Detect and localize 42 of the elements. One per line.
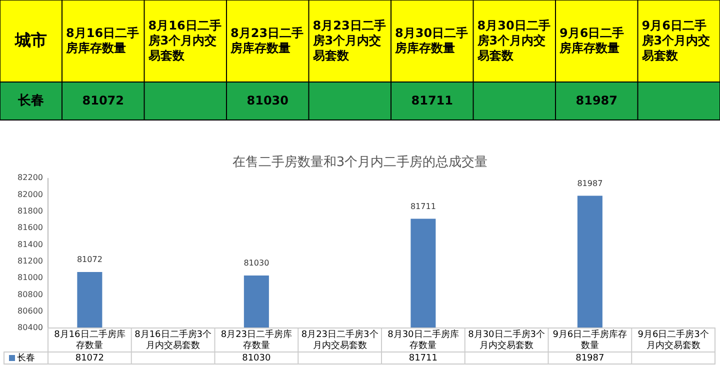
x-tick-label: 8月23日二手房3个月内交易套数 [301, 328, 378, 351]
text: 81072 [76, 255, 102, 264]
data-label: 81711 [411, 93, 453, 108]
x-tick-label: 9月6日二手房库存数量 [552, 328, 628, 351]
chart-title: 在售二手房数量和3个月内二手房的总成交量 [232, 154, 488, 170]
category-label: 8月23日二手房库存数量 [230, 26, 304, 55]
data-label: 81030 [246, 93, 288, 108]
category-label: 9月6日二手房库存数量 [560, 26, 624, 55]
category-label: 8月30日二手房库存数量 [395, 26, 468, 55]
category-label: 9月6日二手房3个月内交易套数 [642, 18, 710, 62]
text: 81711 [410, 202, 436, 211]
y-tick-label: 81400 [18, 240, 43, 249]
x-tick-label: 8月16日二手房3个月内交易套数 [134, 328, 212, 351]
y-tick-label: 81800 [18, 206, 43, 216]
y-tick-label: 80800 [18, 290, 43, 299]
legend-label: 长春 [17, 352, 35, 364]
y-tick-label: 81000 [18, 273, 43, 282]
x-tick-label: 8月30日二手房库存数量 [388, 328, 459, 351]
text: 81030 [242, 353, 271, 364]
category-label: 8月30日二手房3个月内交易套数 [477, 18, 550, 62]
text: 长春 [18, 94, 44, 109]
category-label: 8月16日二手房3个月内交易套数 [148, 18, 222, 62]
y-tick-label: 82000 [18, 190, 43, 199]
x-tick-label: 9月6日二手房3个月内交易套数 [638, 328, 709, 351]
category-label: 8月16日二手房库存数量 [66, 26, 140, 55]
text: 81987 [576, 353, 604, 364]
text: 81030 [244, 258, 270, 268]
text: 81711 [408, 353, 438, 364]
x-tick-label: 8月23日二手房库存数量 [220, 328, 292, 351]
text: 城市 [14, 30, 47, 50]
text: 81987 [577, 178, 603, 188]
y-tick-label: 81200 [18, 256, 43, 266]
y-tick-label: 82200 [18, 173, 43, 182]
data-label: 81987 [576, 93, 618, 108]
y-tick-label: 80600 [18, 306, 43, 316]
x-tick-label: 8月16日二手房库存数量 [54, 328, 126, 351]
y-tick-label: 80400 [18, 323, 43, 332]
x-tick-label: 8月30日二手房3个月内交易套数 [468, 328, 546, 351]
category-label: 8月23日二手房3个月内交易套数 [312, 18, 386, 62]
data-label: 81072 [82, 93, 124, 108]
text: 81072 [75, 353, 104, 364]
y-tick-label: 81600 [18, 223, 43, 232]
